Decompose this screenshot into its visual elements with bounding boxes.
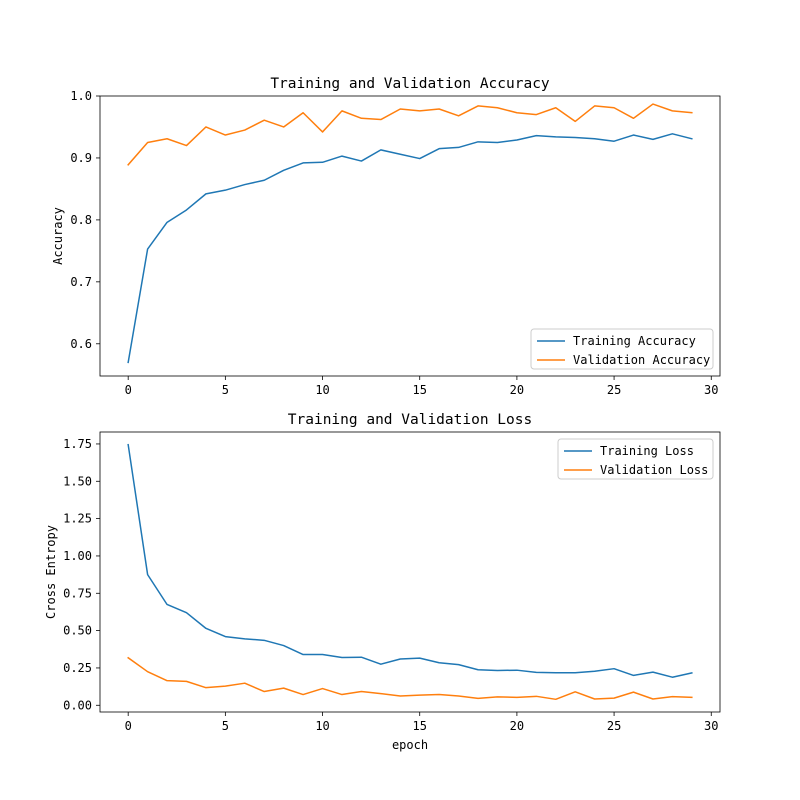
loss-y-tick-label: 0.75 <box>63 586 92 600</box>
accuracy-series-line-1 <box>127 103 693 166</box>
loss-y-tick-label: 1.50 <box>63 474 92 488</box>
loss-axes-frame <box>99 431 721 713</box>
accuracy-y-tick-label: 0.8 <box>70 213 92 227</box>
loss-legend: Training Loss Validation Loss <box>557 438 714 480</box>
accuracy-y-tick-label: 1.0 <box>70 89 92 103</box>
accuracy-x-tick-label: 0 <box>125 383 132 397</box>
loss-x-tick-label: 15 <box>412 719 426 733</box>
loss-x-tick-label: 30 <box>704 719 718 733</box>
loss-y-tick-label: 1.25 <box>63 512 92 526</box>
loss-y-axis-title: Cross Entropy <box>44 525 58 619</box>
loss-y-tick-label: 1.75 <box>63 437 92 451</box>
loss-x-tick-label: 25 <box>607 719 621 733</box>
accuracy-axes-frame <box>99 95 721 377</box>
accuracy-x-tick-label: 5 <box>222 383 229 397</box>
loss-legend-box <box>557 438 714 480</box>
loss-x-axis-title: epoch <box>392 738 428 752</box>
accuracy-legend-label: Validation Accuracy <box>573 353 710 367</box>
loss-y-tick-label: 0.25 <box>63 661 92 675</box>
loss-y-tick-label: 1.00 <box>63 549 92 563</box>
accuracy-y-tick-label: 0.7 <box>70 275 92 289</box>
accuracy-chart: Training and Validation Accuracy 0 5 10 15 20… <box>51 76 721 397</box>
accuracy-x-tick-label: 30 <box>704 383 718 397</box>
accuracy-legend-label: Training Accuracy <box>573 334 696 348</box>
loss-series-line-0 <box>127 443 693 678</box>
accuracy-x-tick-label: 10 <box>315 383 329 397</box>
loss-y-tick-label: 0.00 <box>63 698 92 712</box>
accuracy-chart-title: Training and Validation Accuracy <box>270 76 550 92</box>
accuracy-x-tick-label: 25 <box>607 383 621 397</box>
loss-legend-label: Training Loss <box>600 444 694 458</box>
accuracy-legend-box <box>530 328 714 370</box>
loss-x-tick-label: 20 <box>510 719 524 733</box>
accuracy-y-tick-label: 0.9 <box>70 151 92 165</box>
loss-chart: Training and Validation Loss 0 5 10 15 20 25 30… <box>44 412 721 752</box>
accuracy-x-tick-label: 15 <box>412 383 426 397</box>
accuracy-legend: Training Accuracy Validation Accuracy <box>530 328 714 370</box>
accuracy-y-tick-label: 0.6 <box>70 337 92 351</box>
loss-y-tick-label: 0.50 <box>63 624 92 638</box>
accuracy-x-tick-label: 20 <box>510 383 524 397</box>
loss-series-line-1 <box>127 656 693 701</box>
accuracy-y-axis-title: Accuracy <box>51 207 65 265</box>
loss-x-tick-label: 0 <box>125 719 132 733</box>
loss-x-tick-label: 5 <box>222 719 229 733</box>
accuracy-series-line-0 <box>127 133 693 364</box>
loss-legend-label: Validation Loss <box>600 463 708 477</box>
loss-chart-title: Training and Validation Loss <box>288 412 532 428</box>
loss-x-tick-label: 10 <box>315 719 329 733</box>
